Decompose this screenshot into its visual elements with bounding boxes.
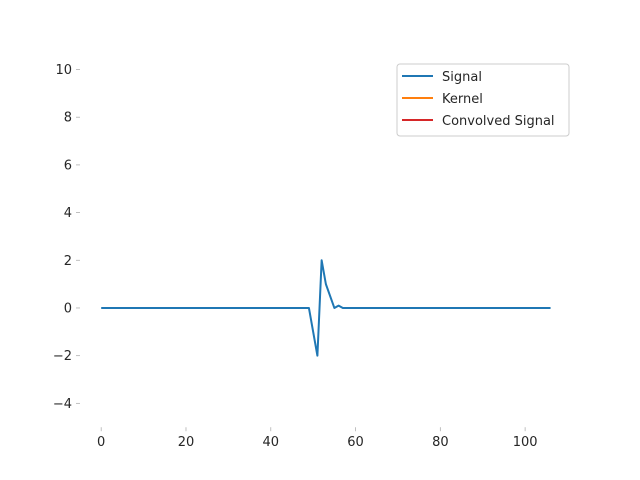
- y-tick-label: −4: [53, 397, 72, 412]
- legend-label: Convolved Signal: [442, 114, 555, 129]
- y-axis-ticks: −4 −2 0 2 4 6 8 10: [53, 63, 80, 412]
- x-tick-label: 60: [347, 435, 364, 450]
- x-tick-label: 80: [432, 435, 449, 450]
- y-tick-label: −2: [53, 349, 72, 364]
- x-tick-label: 100: [513, 435, 538, 450]
- y-tick-label: 10: [55, 63, 72, 78]
- x-tick-label: 0: [97, 435, 105, 450]
- y-tick-label: 6: [64, 158, 72, 173]
- plot-area: [101, 259, 551, 357]
- x-axis-ticks: 0 20 40 60 80 100: [97, 427, 538, 450]
- y-tick-label: 0: [64, 301, 72, 316]
- y-tick-label: 4: [64, 206, 72, 221]
- legend-label: Kernel: [442, 92, 483, 107]
- legend-frame: [396, 63, 570, 137]
- chart-axes: 0 20 40 60 80 100 −4 −2 0 2 4 6 8 10: [53, 63, 551, 450]
- x-tick-label: 40: [262, 435, 279, 450]
- y-tick-label: 8: [64, 111, 72, 126]
- x-tick-label: 20: [178, 435, 195, 450]
- legend-label: Signal: [442, 70, 482, 85]
- series-line-signal: [101, 259, 551, 357]
- y-tick-label: 2: [64, 254, 72, 269]
- chart-legend: Signal Kernel Convolved Signal: [396, 63, 570, 137]
